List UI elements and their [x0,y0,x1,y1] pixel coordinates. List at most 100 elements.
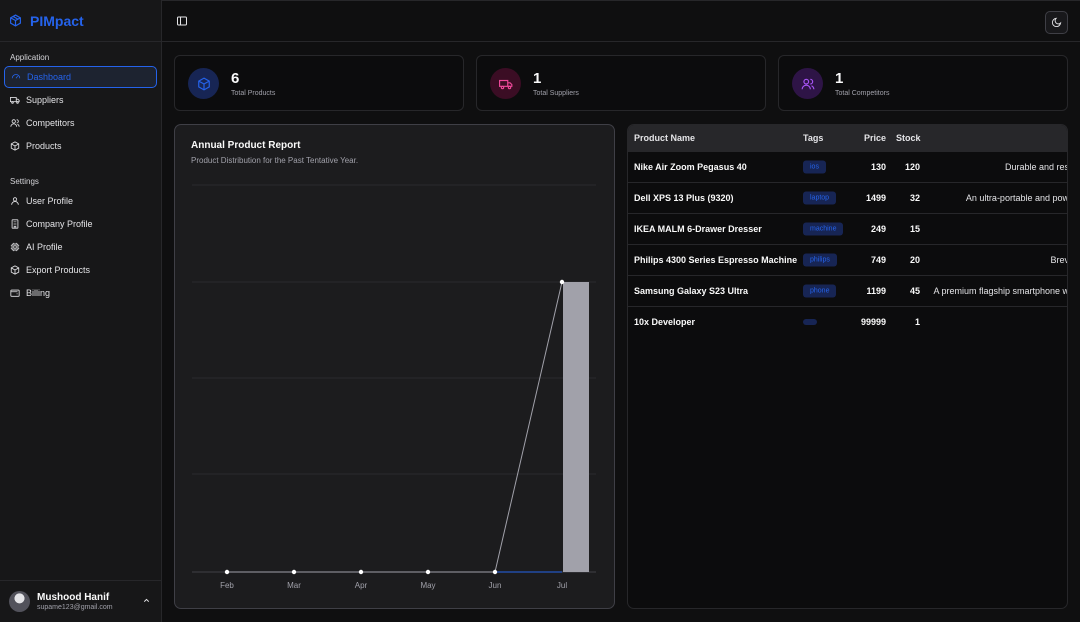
sidebar-item-label: Suppliers [26,95,64,105]
theme-toggle-button[interactable] [1045,11,1068,34]
tag-badge: ios [803,160,826,174]
series-line [227,281,563,573]
tag-badge: phone [803,284,837,298]
topbar [162,0,1080,42]
table-row[interactable]: Dell XPS 13 Plus (9320) laptop 1499 32 An ul… [628,182,1067,213]
x-tick-label: Feb [220,581,234,590]
sidebar-item-ai-profile[interactable]: AI Profile [4,236,157,258]
cell-tags: ios [803,160,826,174]
cell-tags: phone [803,284,837,298]
x-tick-label: Mar [287,581,301,590]
moon-icon [1052,17,1062,27]
stat-label: Total Products [231,90,276,97]
table-row[interactable]: 10x Developer 99999 1 [628,306,1067,337]
cell-product-name: Samsung Galaxy S23 Ultra [634,286,749,296]
avatar [9,591,30,612]
data-point [492,569,498,575]
cell-product-name: IKEA MALM 6-Drawer Dresser [634,224,762,234]
data-point [425,569,431,575]
cell-stock: 20 [909,255,920,265]
x-tick-label: May [420,581,435,590]
annual-report-card: Annual Product Report Product Distributi… [174,124,615,609]
sidebar-item-label: User Profile [26,196,74,206]
dashboard-icon [11,74,21,79]
data-point [291,569,297,575]
truck-icon [10,97,20,104]
table-row[interactable]: IKEA MALM 6-Drawer Dresser machine 249 15 [628,213,1067,244]
col-header-price[interactable]: Price [864,133,887,143]
sidebar-item-export-products[interactable]: Export Products [4,259,157,281]
col-header-stock[interactable]: Stock [896,133,921,143]
brand[interactable]: PIMpact [0,0,161,42]
cell-price: 749 [870,255,886,265]
col-header-tags[interactable]: Tags [803,133,824,143]
group-label-application: Application [10,53,50,62]
users-icon [801,78,814,89]
data-point [559,279,565,285]
sidebar: PIMpact Application Dashboard Suppliers … [0,0,162,622]
cell-price: 99999 [860,317,886,327]
cell-stock: 15 [909,224,920,234]
sidebar-item-label: AI Profile [26,242,63,252]
tag-badge [803,319,817,325]
stat-card-competitors: 1 Total Competitors [778,55,1068,111]
sidebar-item-billing[interactable]: Billing [4,282,157,304]
table-row[interactable]: Philips 4300 Series Espresso Machine phil… [628,244,1067,275]
cpu-icon [10,242,20,252]
stat-value: 1 [835,70,844,87]
cell-product-name: Philips 4300 Series Espresso Machine [634,255,798,265]
sidebar-toggle-icon[interactable] [176,15,188,27]
chevron-up-icon [143,598,150,602]
sidebar-item-label: Competitors [26,118,75,128]
x-tick-label: Jun [489,581,502,590]
sidebar-item-dashboard[interactable]: Dashboard [4,66,157,88]
stat-label: Total Suppliers [533,90,579,97]
data-point [358,569,364,575]
box-export-icon [10,265,20,275]
tag-badge: laptop [803,191,837,205]
tag-badge: philips [803,253,837,267]
cell-product-name: Dell XPS 13 Plus (9320) [634,193,734,203]
col-header-name[interactable]: Product Name [634,133,696,143]
wallet-icon [10,289,20,297]
sidebar-item-company-profile[interactable]: Company Profile [4,213,157,235]
sidebar-item-products[interactable]: Products [4,135,157,157]
cell-tags: philips [803,253,837,267]
cell-stock: 45 [909,286,920,296]
sidebar-item-label: Billing [26,288,51,298]
stat-icon-bg [188,68,219,99]
logo-icon [10,14,21,27]
cell-description: Durable and res [1004,162,1068,172]
cell-product-name: Nike Air Zoom Pegasus 40 [634,162,747,172]
stat-card-products: 6 Total Products [174,55,464,111]
box-icon [197,76,210,91]
stat-icon-bg [792,68,823,99]
sidebar-item-suppliers[interactable]: Suppliers [4,89,157,111]
sidebar-item-competitors[interactable]: Competitors [4,112,157,134]
cell-description: An ultra-portable and pow [965,193,1068,203]
cell-stock: 120 [904,162,920,172]
sidebar-item-label: Export Products [26,265,91,275]
sidebar-item-user-profile[interactable]: User Profile [4,190,157,212]
x-tick-label: Jul [557,581,567,590]
user-icon [11,197,19,205]
stat-icon-bg [490,68,521,99]
user-menu[interactable]: Mushood Hanif supame123@gmail.com [0,580,161,622]
tag-badge: machine [803,222,844,236]
table-row[interactable]: Nike Air Zoom Pegasus 40 ios 130 120 Durable… [628,151,1067,182]
user-email: supame123@gmail.com [37,604,113,611]
cell-price: 1499 [865,193,886,203]
users-icon [10,119,20,127]
cell-stock: 1 [914,317,920,327]
cell-product-name: 10x Developer [634,317,696,327]
chart-subtitle: Product Distribution for the Past Tentat… [191,156,359,165]
cell-price: 249 [870,224,886,234]
stat-value: 1 [533,70,542,87]
building-icon [11,219,19,229]
bar [563,282,589,572]
table-header: Product Name Tags Price Stock [628,125,1067,151]
chart-svg: Feb Mar Apr May Jun Jul [192,184,596,590]
brand-name: PIMpact [30,12,84,29]
table-row[interactable]: Samsung Galaxy S23 Ultra phone 1199 45 A pre… [628,275,1067,306]
truck-icon [498,79,512,89]
